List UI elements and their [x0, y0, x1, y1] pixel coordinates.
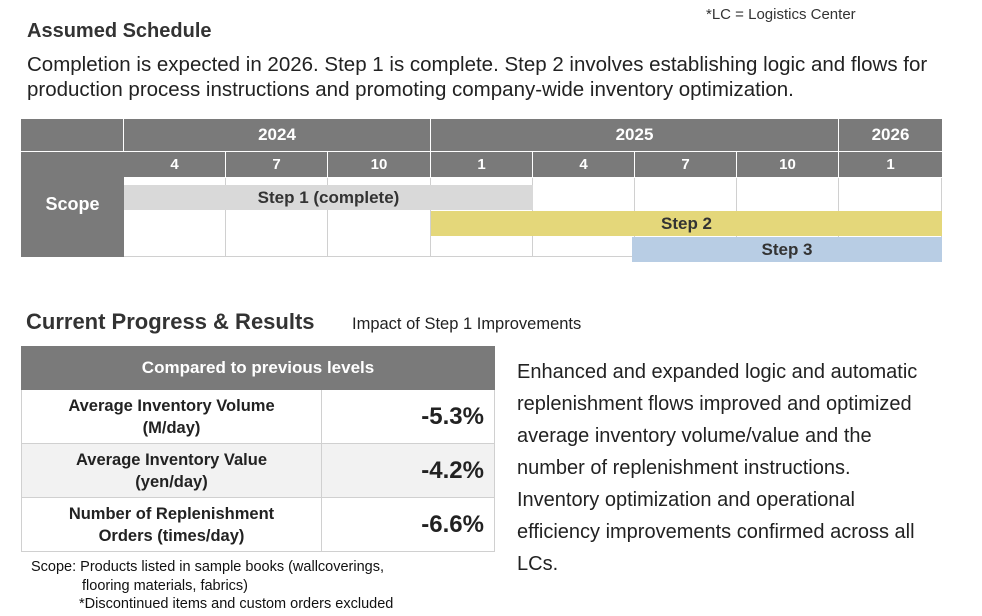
progress-title: Current Progress & Results: [26, 309, 315, 334]
row-value: -5.3%: [421, 402, 484, 430]
results-table-header: Compared to previous levels: [21, 346, 495, 390]
scope-note: Scope: Products listed in sample books (…: [31, 558, 393, 614]
month-header: 1: [839, 152, 942, 178]
scope-note-line: Scope: Products listed in sample books (…: [31, 559, 384, 575]
description-line: Inventory optimization and operational: [517, 489, 855, 511]
lc-footnote: *LC = Logistics Center: [706, 6, 856, 23]
month-header: 10: [328, 152, 431, 178]
progress-subtitle: Impact of Step 1 Improvements: [352, 315, 582, 333]
scope-label: Scope: [21, 152, 124, 257]
month-header: 10: [737, 152, 839, 178]
schedule-title: Assumed Schedule: [27, 20, 212, 42]
scope-note-line: flooring materials, fabrics): [82, 577, 248, 594]
month-header: 1: [431, 152, 533, 178]
row-value: -4.2%: [421, 456, 484, 484]
year-header: 2024: [124, 119, 431, 152]
row-label: Number of Replenishment Orders (times/da…: [22, 498, 322, 551]
results-table: Compared to previous levels Average Inve…: [21, 346, 495, 554]
month-header: 4: [533, 152, 635, 178]
row-label-line: Average Inventory Value: [75, 450, 268, 469]
description-line: efficiency improvements confirmed across…: [517, 521, 915, 543]
description-line: average inventory volume/value and the: [517, 425, 872, 447]
month-header: 4: [124, 152, 226, 178]
row-value: -6.6%: [421, 510, 484, 538]
row-label-line: (M/day): [142, 418, 201, 437]
description-line: LCs.: [517, 553, 559, 575]
row-label-line: Orders (times/day): [98, 526, 245, 545]
row-label-line: (yen/day): [135, 472, 208, 491]
schedule-gantt: 2024 2025 2026 4 7 10 1 4 7 10 1 Scope S…: [21, 119, 942, 262]
step3-bar: Step 3: [632, 237, 942, 262]
gantt-corner: [21, 119, 124, 152]
row-label: Average Inventory Volume (M/day): [22, 390, 322, 443]
results-description: Enhanced and expanded logic and automati…: [517, 356, 957, 580]
schedule-description-line: Completion is expected in 2026. Step 1 i…: [27, 53, 928, 76]
table-row: Average Inventory Volume (M/day) -5.3%: [21, 390, 495, 444]
table-row: Number of Replenishment Orders (times/da…: [21, 498, 495, 552]
description-line: Enhanced and expanded logic and automati…: [517, 361, 918, 383]
year-header: 2025: [431, 119, 839, 152]
row-label-line: Average Inventory Volume: [68, 396, 275, 415]
step1-bar: Step 1 (complete): [124, 185, 533, 210]
year-header: 2026: [839, 119, 942, 152]
description-line: replenishment flows improved and optimiz…: [517, 393, 912, 415]
schedule-description-line: production process instructions and prom…: [27, 78, 794, 101]
table-row: Average Inventory Value (yen/day) -4.2%: [21, 444, 495, 498]
row-label: Average Inventory Value (yen/day): [22, 444, 322, 497]
step2-bar: Step 2: [431, 211, 942, 236]
month-header: 7: [226, 152, 328, 178]
description-line: number of replenishment instructions.: [517, 457, 851, 479]
scope-note-line: *Discontinued items and custom orders ex…: [79, 596, 394, 612]
row-label-line: Number of Replenishment: [68, 504, 275, 523]
schedule-description: Completion is expected in 2026. Step 1 i…: [27, 52, 972, 102]
month-header: 7: [635, 152, 737, 178]
